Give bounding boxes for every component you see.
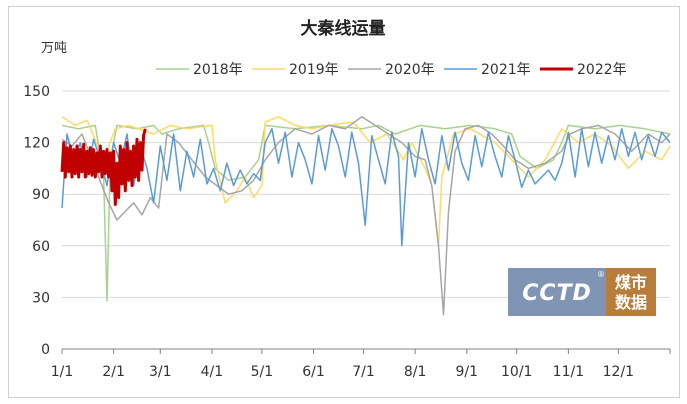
legend-label-1: 2018年 bbox=[193, 62, 243, 78]
x-tick-label: 2/1 bbox=[102, 364, 125, 380]
y-tick-label: 90 bbox=[32, 187, 50, 203]
y-tick-label: 30 bbox=[32, 290, 50, 306]
legend-label-3: 2020年 bbox=[385, 62, 435, 78]
x-tick-label: 5/1 bbox=[251, 364, 274, 380]
y-tick-label: 120 bbox=[23, 136, 50, 152]
series-line-3 bbox=[61, 116, 671, 316]
cctd-logo: CCTD ® 煤市 数据 bbox=[508, 268, 656, 316]
logo-brand-block bbox=[508, 268, 606, 316]
series-line-2 bbox=[61, 116, 671, 247]
x-tick-label: 6/1 bbox=[302, 364, 325, 380]
y-tick-label: 60 bbox=[32, 239, 50, 255]
series-line-5 bbox=[60, 128, 147, 206]
logo-line1: 煤市 bbox=[615, 273, 647, 292]
y-tick-label: 150 bbox=[23, 84, 50, 100]
chart-title: 大秦线运量 bbox=[301, 18, 386, 39]
x-tick-label: 8/1 bbox=[404, 364, 427, 380]
logo-accent-block bbox=[606, 268, 656, 316]
y-axis-ticks: 0 30 60 90 120 150 bbox=[23, 84, 50, 358]
series-line-4 bbox=[61, 128, 671, 247]
x-tick-label: 11/1 bbox=[553, 364, 584, 380]
x-tick-label: 12/1 bbox=[603, 364, 634, 380]
series-lines bbox=[60, 116, 671, 316]
logo-registered-mark: ® bbox=[597, 270, 605, 279]
grid bbox=[62, 90, 670, 298]
logo-brand-text: CCTD bbox=[522, 281, 592, 306]
x-tick-label: 10/1 bbox=[501, 364, 532, 380]
x-tick-label: 1/1 bbox=[51, 364, 74, 380]
legend-label-5: 2022年 bbox=[577, 62, 627, 78]
x-tick-label: 4/1 bbox=[201, 364, 224, 380]
x-tick-label: 7/1 bbox=[352, 364, 375, 380]
logo-line2: 数据 bbox=[615, 293, 647, 312]
y-tick-label: 0 bbox=[41, 342, 50, 358]
legend: 2018年 2019年 2020年 2021年 2022年 bbox=[156, 62, 627, 78]
x-tick-label: 9/1 bbox=[456, 364, 479, 380]
legend-label-2: 2019年 bbox=[289, 62, 339, 78]
y-axis-unit: 万吨 bbox=[41, 41, 67, 56]
chart-frame bbox=[8, 6, 680, 398]
legend-label-4: 2021年 bbox=[481, 62, 531, 78]
x-tick-label: 3/1 bbox=[149, 364, 172, 380]
x-axis: 1/1 2/1 3/1 4/1 5/1 6/1 7/1 8/1 9/1 10/1 11/1 12/1 bbox=[51, 348, 671, 380]
